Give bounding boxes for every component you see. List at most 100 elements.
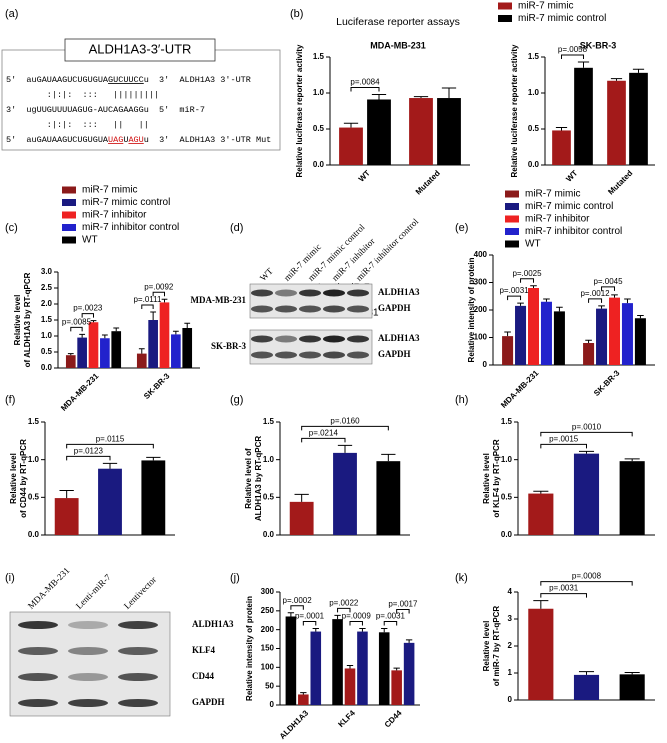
error-bar bbox=[393, 667, 400, 671]
p-value: p=.0031 bbox=[376, 612, 406, 621]
p-value: p=.0045 bbox=[593, 277, 623, 286]
blot-band bbox=[18, 699, 58, 707]
p-value: p=.0031 bbox=[549, 584, 579, 593]
error-bar bbox=[637, 315, 644, 319]
panel-label: (a) bbox=[5, 8, 18, 20]
error-bar bbox=[611, 294, 618, 298]
significance-bracket bbox=[540, 593, 587, 598]
bar bbox=[367, 99, 391, 165]
y-axis-label: Relative level of bbox=[244, 448, 253, 509]
error-bar bbox=[624, 298, 631, 304]
bar bbox=[332, 619, 343, 705]
y-axis-label: Relative level bbox=[482, 453, 491, 504]
error-bar bbox=[533, 600, 549, 609]
significance-bracket bbox=[520, 278, 534, 283]
sequence-segment: UAG bbox=[108, 135, 123, 145]
y-tick-label: 1.0 bbox=[528, 88, 540, 97]
p-value: p=.0009 bbox=[342, 612, 372, 621]
y-axis-label: Relative intensity of protein bbox=[467, 257, 476, 362]
p-value: p=.0023 bbox=[73, 304, 103, 313]
bar bbox=[333, 452, 357, 535]
bar bbox=[148, 320, 158, 368]
y-tick-label: 100 bbox=[261, 662, 275, 671]
error-bar bbox=[578, 671, 595, 675]
y-axis-label: Relative intensity of protein bbox=[245, 596, 254, 701]
p-value: p=.0085 bbox=[62, 318, 92, 327]
legend-swatch bbox=[505, 203, 519, 210]
blot-band bbox=[251, 335, 273, 343]
legend-label: miR-7 inhibitor control bbox=[525, 226, 622, 237]
p-value: p=.0058 bbox=[558, 45, 588, 54]
significance-bracket bbox=[396, 609, 410, 614]
y-tick-label: 2.5 bbox=[41, 283, 53, 292]
bar bbox=[376, 461, 401, 535]
error-bar bbox=[312, 628, 319, 632]
error-bar bbox=[102, 462, 118, 469]
p-value: p=.0092 bbox=[144, 282, 174, 291]
bar bbox=[357, 631, 368, 705]
bar bbox=[583, 343, 595, 365]
error-bar bbox=[359, 628, 366, 632]
sequence-line: :|:|: ::: ||||||||| bbox=[6, 90, 159, 100]
y-tick-label: 200 bbox=[261, 625, 275, 634]
bar bbox=[515, 305, 527, 365]
y-axis-label: Relative luciferase reporter activity bbox=[295, 44, 304, 178]
legend-label: miR-7 inhibitor control bbox=[82, 222, 179, 233]
panel-label: (c) bbox=[5, 222, 18, 234]
error-bar bbox=[67, 353, 74, 356]
blot-band bbox=[299, 351, 321, 359]
error-bar bbox=[334, 614, 341, 620]
blot-band bbox=[251, 289, 273, 297]
y-tick-label: 0.0 bbox=[528, 160, 540, 169]
band-label: ALDH1A3 bbox=[192, 619, 234, 629]
bar bbox=[574, 67, 593, 165]
error-bar bbox=[101, 334, 108, 339]
y-tick-label: 1.5 bbox=[263, 417, 275, 426]
blot-band bbox=[118, 621, 158, 629]
bar bbox=[378, 632, 390, 705]
y-tick-label: 400 bbox=[474, 250, 488, 259]
panel-label: (e) bbox=[455, 222, 468, 234]
error-bar bbox=[413, 96, 429, 99]
legend-label: miR-7 inhibitor bbox=[525, 214, 590, 225]
sequence-line: 5' auGAUAAGUCUGUGUAUAGUAGUu 3' ALDH1A3 3… bbox=[6, 135, 271, 145]
panel-label: (g) bbox=[230, 394, 243, 406]
p-value: p=.0022 bbox=[329, 598, 359, 607]
y-tick-label: 1.5 bbox=[501, 417, 513, 426]
legend-swatch bbox=[62, 211, 76, 219]
blot-band bbox=[68, 673, 108, 681]
p-value: p=.0008 bbox=[572, 572, 602, 581]
significance-bracket bbox=[588, 298, 603, 303]
significance-bracket bbox=[561, 54, 584, 60]
error-bar bbox=[59, 490, 74, 499]
figure-header: Luciferase reporter assays bbox=[336, 16, 460, 28]
blot-band bbox=[18, 647, 58, 655]
bar bbox=[596, 308, 608, 365]
bar bbox=[629, 72, 648, 165]
bar bbox=[621, 303, 633, 365]
bar bbox=[310, 631, 322, 705]
significance-bracket bbox=[301, 437, 346, 443]
error-bar bbox=[533, 490, 549, 494]
y-tick-label: 3.0 bbox=[41, 267, 53, 276]
y-axis-label: of ALDH1A3 by RT-qPCR bbox=[23, 272, 32, 367]
y-tick-label: 1.5 bbox=[41, 315, 53, 324]
significance-bracket bbox=[70, 326, 83, 332]
p-value: p=.0025 bbox=[512, 269, 542, 278]
bar bbox=[573, 674, 600, 700]
bar bbox=[502, 336, 514, 365]
y-tick-label: 0 bbox=[508, 695, 513, 704]
cell-line-label: SK-BR-3 bbox=[211, 341, 247, 351]
significance-bracket bbox=[540, 581, 633, 586]
p-value: p=.0031 bbox=[499, 286, 529, 295]
y-axis-label: Relative level bbox=[482, 621, 491, 672]
error-bar bbox=[381, 628, 388, 633]
bar bbox=[171, 334, 181, 368]
y-axis-label: Relative luciferase reporter activity bbox=[510, 44, 519, 178]
y-axis-label: ALDH1A3 by RT-qPCR bbox=[254, 436, 263, 522]
sequence-segment: u 3' ALDH1A3 3'-UTR bbox=[144, 75, 251, 85]
sequence-segment: 3' ugUUGUUUUAGUG-AUCAGAAGGu 5' miR-7 bbox=[6, 105, 205, 115]
blot-band bbox=[251, 351, 273, 359]
error-bar bbox=[172, 330, 179, 335]
y-tick-label: 1.0 bbox=[41, 331, 53, 340]
